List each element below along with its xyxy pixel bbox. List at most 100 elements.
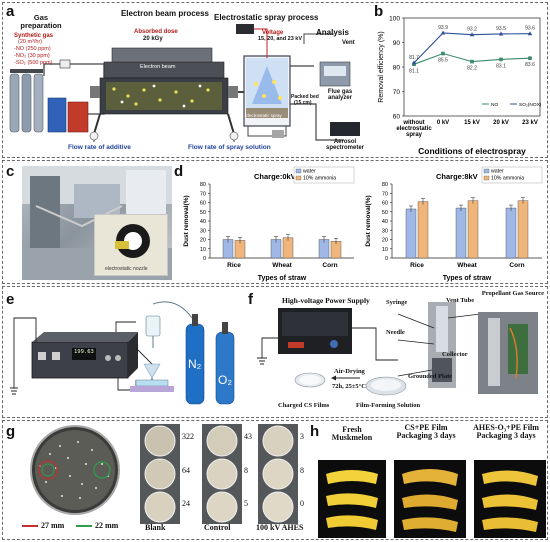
chart-d0-bar-wheat-1	[282, 237, 294, 259]
voltage-label: Voltage	[262, 30, 284, 36]
synthetic-gas-flow: (20 m³/hr)	[18, 39, 43, 45]
chart-b-series-0-label: 83.6	[525, 62, 535, 68]
panel-ab-frame	[2, 2, 548, 158]
ahes-packaging-label: AHES-O₃+PE Film Packaging 3 days	[473, 423, 539, 441]
drying-condition-label: 72h, 25±5°C	[332, 383, 366, 390]
syringe-label: Syringe	[386, 299, 408, 306]
ahes-label: 100 kV AHES	[256, 523, 304, 532]
chart-b-series-1-label: 93.2	[467, 27, 477, 33]
gas-no2: -NO₂ (30 ppm)	[14, 53, 50, 59]
control-plates	[202, 424, 242, 524]
chart-b-xtick-label: 0 kV	[437, 120, 449, 126]
chart-d0-legend-1-text: 10% ammonia	[303, 176, 336, 182]
chart-b-series-1-point	[411, 60, 417, 65]
chart-b-xtick-label: 20 kV	[493, 120, 509, 126]
chart-d8-ytick-label: 70	[382, 191, 388, 197]
panel-label-a: a	[6, 3, 15, 20]
dust-removal-0kv-chart: 0 10 20 30 40 50 60 70 80 Dust removal(%) Types of…	[183, 166, 355, 282]
gas-prep-title: Gas preparation	[20, 13, 62, 30]
chart-b-xlabel: Conditions of electrospray	[418, 146, 526, 156]
film-forming-label: Film-Forming Solution	[356, 402, 421, 409]
blank-count-1: 322	[182, 432, 194, 441]
electrostatic-spray-label: Electrostatic spray	[245, 113, 282, 118]
panel-label-e: e	[6, 291, 15, 308]
needle-label: Needle	[386, 329, 405, 336]
absorbed-dose-label: Absorbed dose	[134, 29, 178, 35]
legend-22mm-swatch	[76, 525, 92, 528]
ebeam-title: Electron beam process	[120, 9, 210, 18]
panel-gh-frame	[2, 420, 548, 540]
panel-e-setup	[10, 301, 235, 405]
chart-d8-ytick-label: 10	[382, 247, 388, 253]
chart-d8-bar-corn-1	[517, 200, 529, 259]
chart-d8-bar-wheat-0	[455, 207, 467, 259]
panel-label-b: b	[374, 3, 384, 20]
chart-d0-ytick-label: 20	[200, 238, 206, 244]
chart-d8-title: Charge:8kV	[436, 172, 478, 181]
chart-b-series-1-point	[527, 31, 533, 36]
o2-cylinder-label: O₂	[218, 373, 232, 387]
chart-d0-legend-1-swatch	[295, 175, 302, 181]
blank-plates	[140, 424, 180, 524]
dust-removal-8kv-chart: 0 10 20 30 40 50 60 70 80 Dust removal(%) Types of…	[365, 166, 543, 282]
voltage-values: 15, 20, and 23 kV	[258, 36, 303, 42]
ahes-plates	[258, 424, 298, 524]
chart-d8-legend-1-text: 10% ammonia	[491, 176, 524, 182]
blank-count-2: 64	[182, 466, 190, 475]
charged-films-label: Charged CS Films	[278, 402, 330, 409]
chart-d8-xtick-label: Wheat	[457, 262, 477, 269]
chart-d8-xlabel: Types of straw	[443, 275, 492, 282]
chart-d0-ytick-label: 80	[200, 182, 206, 188]
chart-d8-bar-rice-1	[417, 201, 429, 259]
nozzle-caption: electrostatic nozzle	[105, 266, 148, 272]
chart-b-legend-0-text: NO	[491, 102, 498, 108]
chart-d0-ytick-label: 70	[200, 191, 206, 197]
electron-beam-chamber	[90, 47, 238, 135]
chart-d0-ytick-label: 10	[200, 247, 206, 253]
chart-b-series-1-point	[440, 30, 446, 35]
spray-title: Electrostatic spray process	[214, 13, 319, 22]
chart-d0-legend-0-swatch	[295, 168, 302, 174]
chart-b-series-0-point	[441, 51, 445, 56]
panel-label-d: d	[174, 163, 184, 180]
panel-cd-frame	[2, 160, 548, 284]
control-count-3: 5	[244, 499, 248, 508]
panel-label-c: c	[6, 163, 15, 180]
chart-b-series-1-label: 93.6	[525, 26, 535, 32]
air-drying-label: Air-Drying	[334, 368, 365, 375]
chart-b-series-1-label: 81.7	[409, 55, 419, 61]
panel-ef-frame	[2, 286, 548, 418]
legend-22mm-text: 22 mm	[95, 521, 119, 530]
chart-b-ylabel: Removal efficiency (%)	[378, 31, 385, 102]
chart-d8-bar-corn-0	[505, 207, 517, 259]
grounded-plate-label: Grounded Plate	[408, 373, 453, 380]
chart-d0-ylabel: Dust removal(%)	[183, 195, 190, 246]
legend-22mm: 22 mm	[76, 521, 119, 530]
panel-a-schematic	[9, 24, 360, 142]
lab-setup-photo: electrostatic nozzle	[22, 166, 172, 280]
propellant-label: Propellant Gas Source	[481, 290, 544, 297]
legend-27mm: 27 mm	[22, 521, 65, 530]
panel-label-f: f	[248, 291, 253, 308]
chart-b-xtick-label: without electrostatic spray	[396, 120, 432, 138]
chart-b-xtick-label: 15 kV	[464, 120, 480, 126]
chart-b-series-1-label: 93.9	[438, 25, 448, 31]
panel-label-h: h	[310, 423, 320, 440]
chart-d0-xtick-label: Corn	[322, 262, 337, 269]
chart-d8-xtick-label: Rice	[410, 262, 424, 269]
chart-d8-bar-rice-0	[405, 208, 417, 259]
control-count-1: 43	[244, 432, 252, 441]
chart-b-series-0-point	[470, 59, 474, 64]
legend-27mm-text: 27 mm	[41, 521, 65, 530]
chart-d0-ytick-label: 60	[200, 201, 206, 207]
chart-d0-xlabel: Types of straw	[258, 275, 307, 282]
chart-d0-legend-0-text: water	[303, 169, 316, 175]
chart-d8-ytick-label: 30	[382, 228, 388, 234]
chart-b-series-0-label: 81.1	[409, 68, 419, 74]
blank-count-3: 24	[182, 499, 190, 508]
chart-b-series-1-point	[498, 31, 504, 36]
analysis-title: Analysis	[316, 28, 349, 37]
collector-label: Collector	[442, 351, 468, 358]
chart-d8-legend-0-text: water	[491, 169, 504, 175]
chart-b-series-0-point	[528, 56, 532, 60]
